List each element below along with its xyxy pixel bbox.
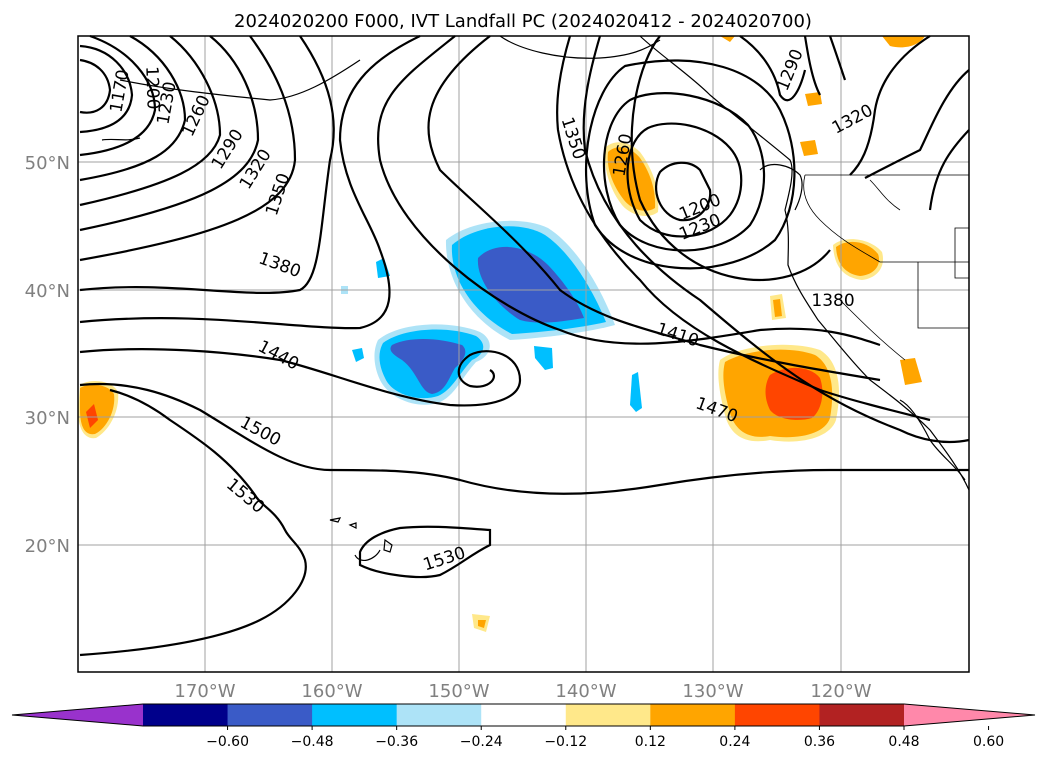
lon-label: 120°W (810, 681, 871, 702)
colorbar-tick-label: 0.36 (804, 734, 835, 750)
longitude-labels: 170°W 160°W 150°W 140°W 130°W 120°W (174, 681, 871, 702)
negative-anomaly-shading (341, 220, 642, 412)
lat-label: 20°N (25, 536, 70, 557)
lon-label: 160°W (301, 681, 362, 702)
colorbar-extend-high (904, 704, 1035, 726)
lat-label: 40°N (25, 281, 70, 302)
colorbar-segment (227, 704, 313, 726)
colorbar-tick-label: −0.36 (375, 734, 418, 750)
lon-label: 140°W (555, 681, 616, 702)
colorbar-segment (143, 704, 229, 726)
colorbar-tick-label: −0.48 (291, 734, 334, 750)
colorbar-segment (650, 704, 736, 726)
latitude-labels: 50°N 40°N 30°N 20°N (25, 153, 70, 557)
colorbar: −0.60 −0.48 −0.36 −0.24 −0.12 0.12 0.24 0.36 0.4… (11, 703, 1036, 750)
lon-label: 170°W (174, 681, 235, 702)
colorbar-tick-label: 0.48 (888, 734, 919, 750)
colorbar-extend-low (12, 704, 143, 726)
political-borders (803, 174, 970, 361)
lon-label: 150°W (428, 681, 489, 702)
lon-label: 130°W (682, 681, 743, 702)
colorbar-tick-label: 0.60 (973, 734, 1004, 750)
colorbar-segment (819, 704, 905, 726)
height-contours (79, 34, 970, 657)
map-title: 2024020200 F000, IVT Landfall PC (202402… (234, 11, 812, 32)
contour-label: 1200 (141, 66, 162, 110)
graticule (78, 36, 969, 672)
colorbar-segment (734, 704, 820, 726)
colorbar-tick-label: −0.24 (460, 734, 503, 750)
colorbar-tick-label: 0.12 (635, 734, 666, 750)
map-panel: 1170 1200 1230 1260 1290 1320 1350 1380 … (77, 34, 970, 673)
colorbar-segment (396, 704, 482, 726)
lat-label: 50°N (25, 153, 70, 174)
colorbar-tick-label: −0.12 (544, 734, 587, 750)
colorbar-segment (312, 704, 398, 726)
colorbar-tick-label: 0.24 (719, 734, 750, 750)
colorbar-outline (11, 703, 1036, 727)
map-frame (77, 35, 970, 673)
colorbar-segment (565, 704, 651, 726)
colorbar-tick-label: −0.60 (206, 734, 249, 750)
lat-label: 30°N (25, 408, 70, 429)
colorbar-segment (481, 704, 567, 726)
contour-label: 1380 (811, 291, 854, 311)
